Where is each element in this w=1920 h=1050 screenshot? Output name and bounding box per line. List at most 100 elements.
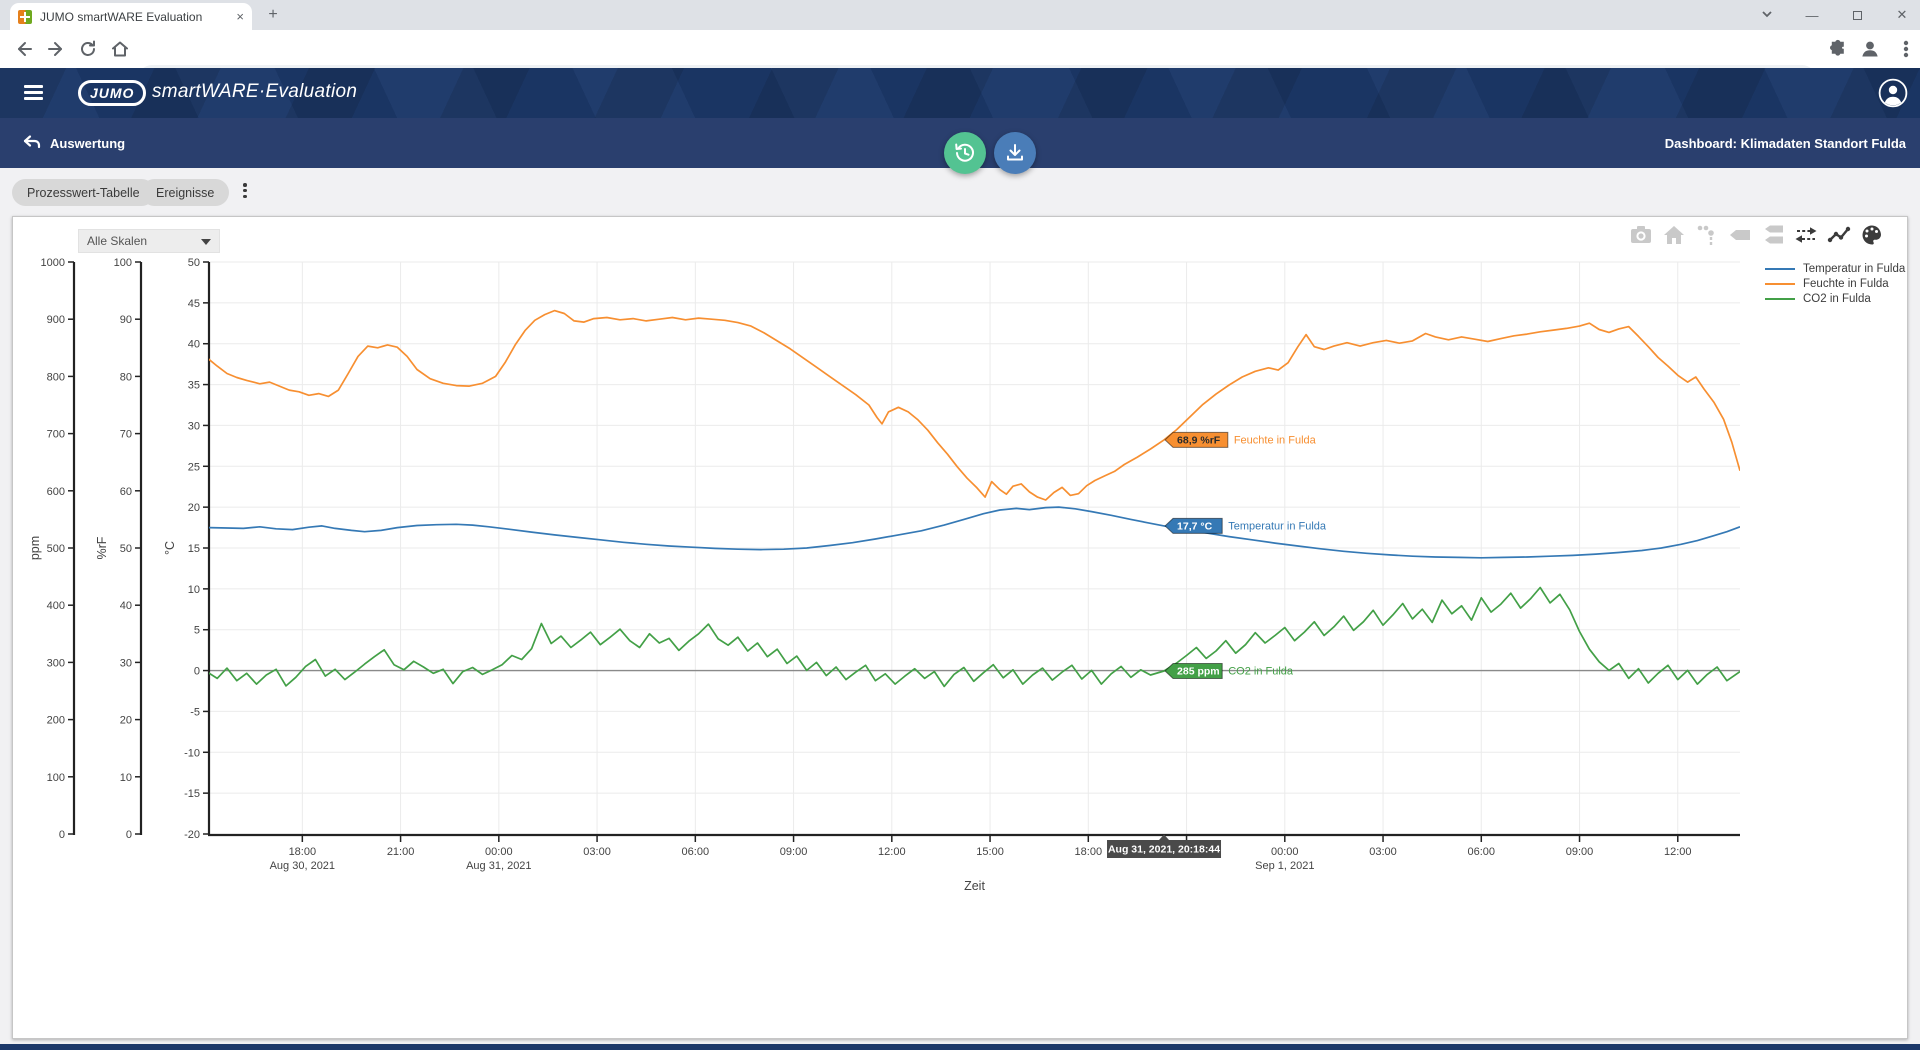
- legend-swatch: [1765, 297, 1795, 300]
- scale-select-value: Alle Skalen: [87, 234, 148, 248]
- browser-profile-icon[interactable]: [1860, 39, 1880, 59]
- legend-swatch: [1765, 267, 1795, 270]
- jumo-logo: JUMO: [78, 80, 147, 106]
- cursor-series-name: Feuchte in Fulda: [1234, 434, 1317, 446]
- y-tick-label: 100: [114, 257, 132, 269]
- legend-label: Feuchte in Fulda: [1803, 277, 1889, 290]
- series-line-ppm: [209, 586, 1740, 688]
- menu-hamburger-icon[interactable]: [24, 85, 43, 100]
- reload-icon[interactable]: [78, 39, 98, 59]
- jumo-favicon-icon: [18, 9, 32, 24]
- line-markers-icon[interactable]: [1827, 223, 1851, 247]
- x-tick-label: 09:00: [1566, 846, 1594, 858]
- history-button[interactable]: [944, 132, 986, 174]
- y-tick-label: 0: [194, 666, 200, 678]
- tab-search-chevron-icon[interactable]: [1759, 7, 1775, 24]
- x-tick-label: 00:00: [485, 846, 513, 858]
- x-tick-label: 03:00: [583, 846, 611, 858]
- camera-icon[interactable]: [1629, 223, 1653, 247]
- tab-title: JUMO smartWARE Evaluation: [40, 9, 203, 24]
- hover-closest-icon[interactable]: [1728, 223, 1752, 247]
- window-close-button[interactable]: ✕: [1896, 7, 1908, 22]
- browser-toolbar: [0, 30, 1920, 93]
- legend-item[interactable]: CO2 in Fulda: [1765, 291, 1905, 306]
- y-tick-label: 600: [47, 486, 65, 498]
- close-tab-icon[interactable]: ×: [236, 9, 244, 24]
- scale-select-dropdown[interactable]: Alle Skalen: [78, 229, 220, 253]
- window-minimize-button[interactable]: —: [1805, 7, 1819, 23]
- more-options-kebab-icon[interactable]: [238, 181, 252, 205]
- series-line-degC: [209, 506, 1740, 559]
- app-header: JUMO smartWARE·Evaluation: [0, 68, 1920, 118]
- cursor-value-label: 68,9 %rF Feuchte in Fulda: [1164, 431, 1317, 448]
- cursor-value-box: [1164, 517, 1223, 534]
- back-arrow-icon[interactable]: [22, 133, 42, 153]
- process-table-label: Prozesswert-Tabelle: [27, 185, 140, 200]
- browser-menu-kebab-icon[interactable]: [1896, 39, 1916, 59]
- x-tick-label: 18:00: [1075, 846, 1103, 858]
- span-x-icon[interactable]: [1794, 223, 1818, 247]
- cursor-series-name: Temperatur in Fulda: [1228, 521, 1327, 533]
- x-tick-label: 06:00: [682, 846, 710, 858]
- y-tick-label: 25: [188, 461, 200, 473]
- cursor-value-box: [1164, 431, 1229, 448]
- chart-card: Alle Skalen: [12, 216, 1908, 1039]
- extensions-puzzle-icon[interactable]: [1828, 39, 1848, 59]
- chevron-down-icon: [201, 239, 211, 245]
- user-avatar[interactable]: [1878, 78, 1908, 108]
- y-tick-label: 200: [47, 715, 65, 727]
- y-tick-label: 70: [120, 429, 132, 441]
- x-tick-label: 09:00: [780, 846, 808, 858]
- y-tick-label: 500: [47, 543, 65, 555]
- y-tick-label: 30: [120, 657, 132, 669]
- y-tick-label: 1000: [41, 257, 65, 269]
- download-button[interactable]: [994, 132, 1036, 174]
- legend-label: Temperatur in Fulda: [1803, 262, 1906, 275]
- back-icon[interactable]: [14, 39, 34, 59]
- tooltip-caret-icon: [1159, 834, 1170, 840]
- browser-tab-bar: JUMO smartWARE Evaluation × + — ✕: [0, 0, 1920, 30]
- x-tick-label: 21:00: [387, 846, 415, 858]
- forward-icon[interactable]: [46, 39, 66, 59]
- hover-compare-icon[interactable]: [1761, 223, 1785, 247]
- y-tick-label: -15: [184, 788, 200, 800]
- y-axis-title-degC: °C: [163, 541, 177, 555]
- y-tick-label: 50: [188, 257, 200, 269]
- y-tick-label: 300: [47, 657, 65, 669]
- y-tick-label: 45: [188, 298, 200, 310]
- x-tick-label: 03:00: [1369, 846, 1397, 858]
- legend-item[interactable]: Temperatur in Fulda: [1765, 261, 1905, 276]
- y-tick-label: 20: [120, 715, 132, 727]
- chart-plot-area[interactable]: 01002003004005006007008009001000ppm01020…: [25, 251, 1765, 911]
- cursor-value-label: 17,7 °C Temperatur in Fulda: [1164, 517, 1327, 534]
- y-tick-label: 700: [47, 429, 65, 441]
- home-icon[interactable]: [110, 39, 130, 59]
- new-tab-button[interactable]: +: [268, 6, 278, 23]
- y-tick-label: 80: [120, 371, 132, 383]
- x-axis-title: Zeit: [964, 879, 985, 893]
- y-tick-label: 800: [47, 371, 65, 383]
- y-tick-label: 35: [188, 380, 200, 392]
- page-title[interactable]: Auswertung: [50, 136, 126, 151]
- chart-legend: Temperatur in Fulda Feuchte in Fulda CO2 i…: [1765, 261, 1905, 306]
- palette-icon[interactable]: [1860, 223, 1884, 247]
- browser-tab[interactable]: JUMO smartWARE Evaluation ×: [10, 3, 252, 30]
- y-tick-label: 90: [120, 314, 132, 326]
- tooltip-text: Aug 31, 2021, 20:18:44: [1108, 844, 1220, 856]
- cursor-value-text: 285 ppm: [1177, 666, 1220, 678]
- home-icon[interactable]: [1662, 223, 1686, 247]
- spikelines-icon[interactable]: [1695, 223, 1719, 247]
- window-maximize-button[interactable]: [1849, 8, 1865, 23]
- y-tick-label: 50: [120, 543, 132, 555]
- legend-label: CO2 in Fulda: [1803, 292, 1871, 305]
- y-tick-label: 20: [188, 502, 200, 514]
- chart-modebar: [1629, 223, 1884, 247]
- process-table-button[interactable]: Prozesswert-Tabelle: [12, 179, 155, 206]
- product-title: smartWARE·Evaluation: [152, 81, 358, 102]
- y-tick-label: 900: [47, 314, 65, 326]
- x-date-label: Aug 31, 2021: [466, 860, 531, 872]
- cursor-time-tooltip: Aug 31, 2021, 20:18:44: [1107, 834, 1222, 858]
- legend-item[interactable]: Feuchte in Fulda: [1765, 276, 1905, 291]
- events-button[interactable]: Ereignisse: [141, 179, 230, 206]
